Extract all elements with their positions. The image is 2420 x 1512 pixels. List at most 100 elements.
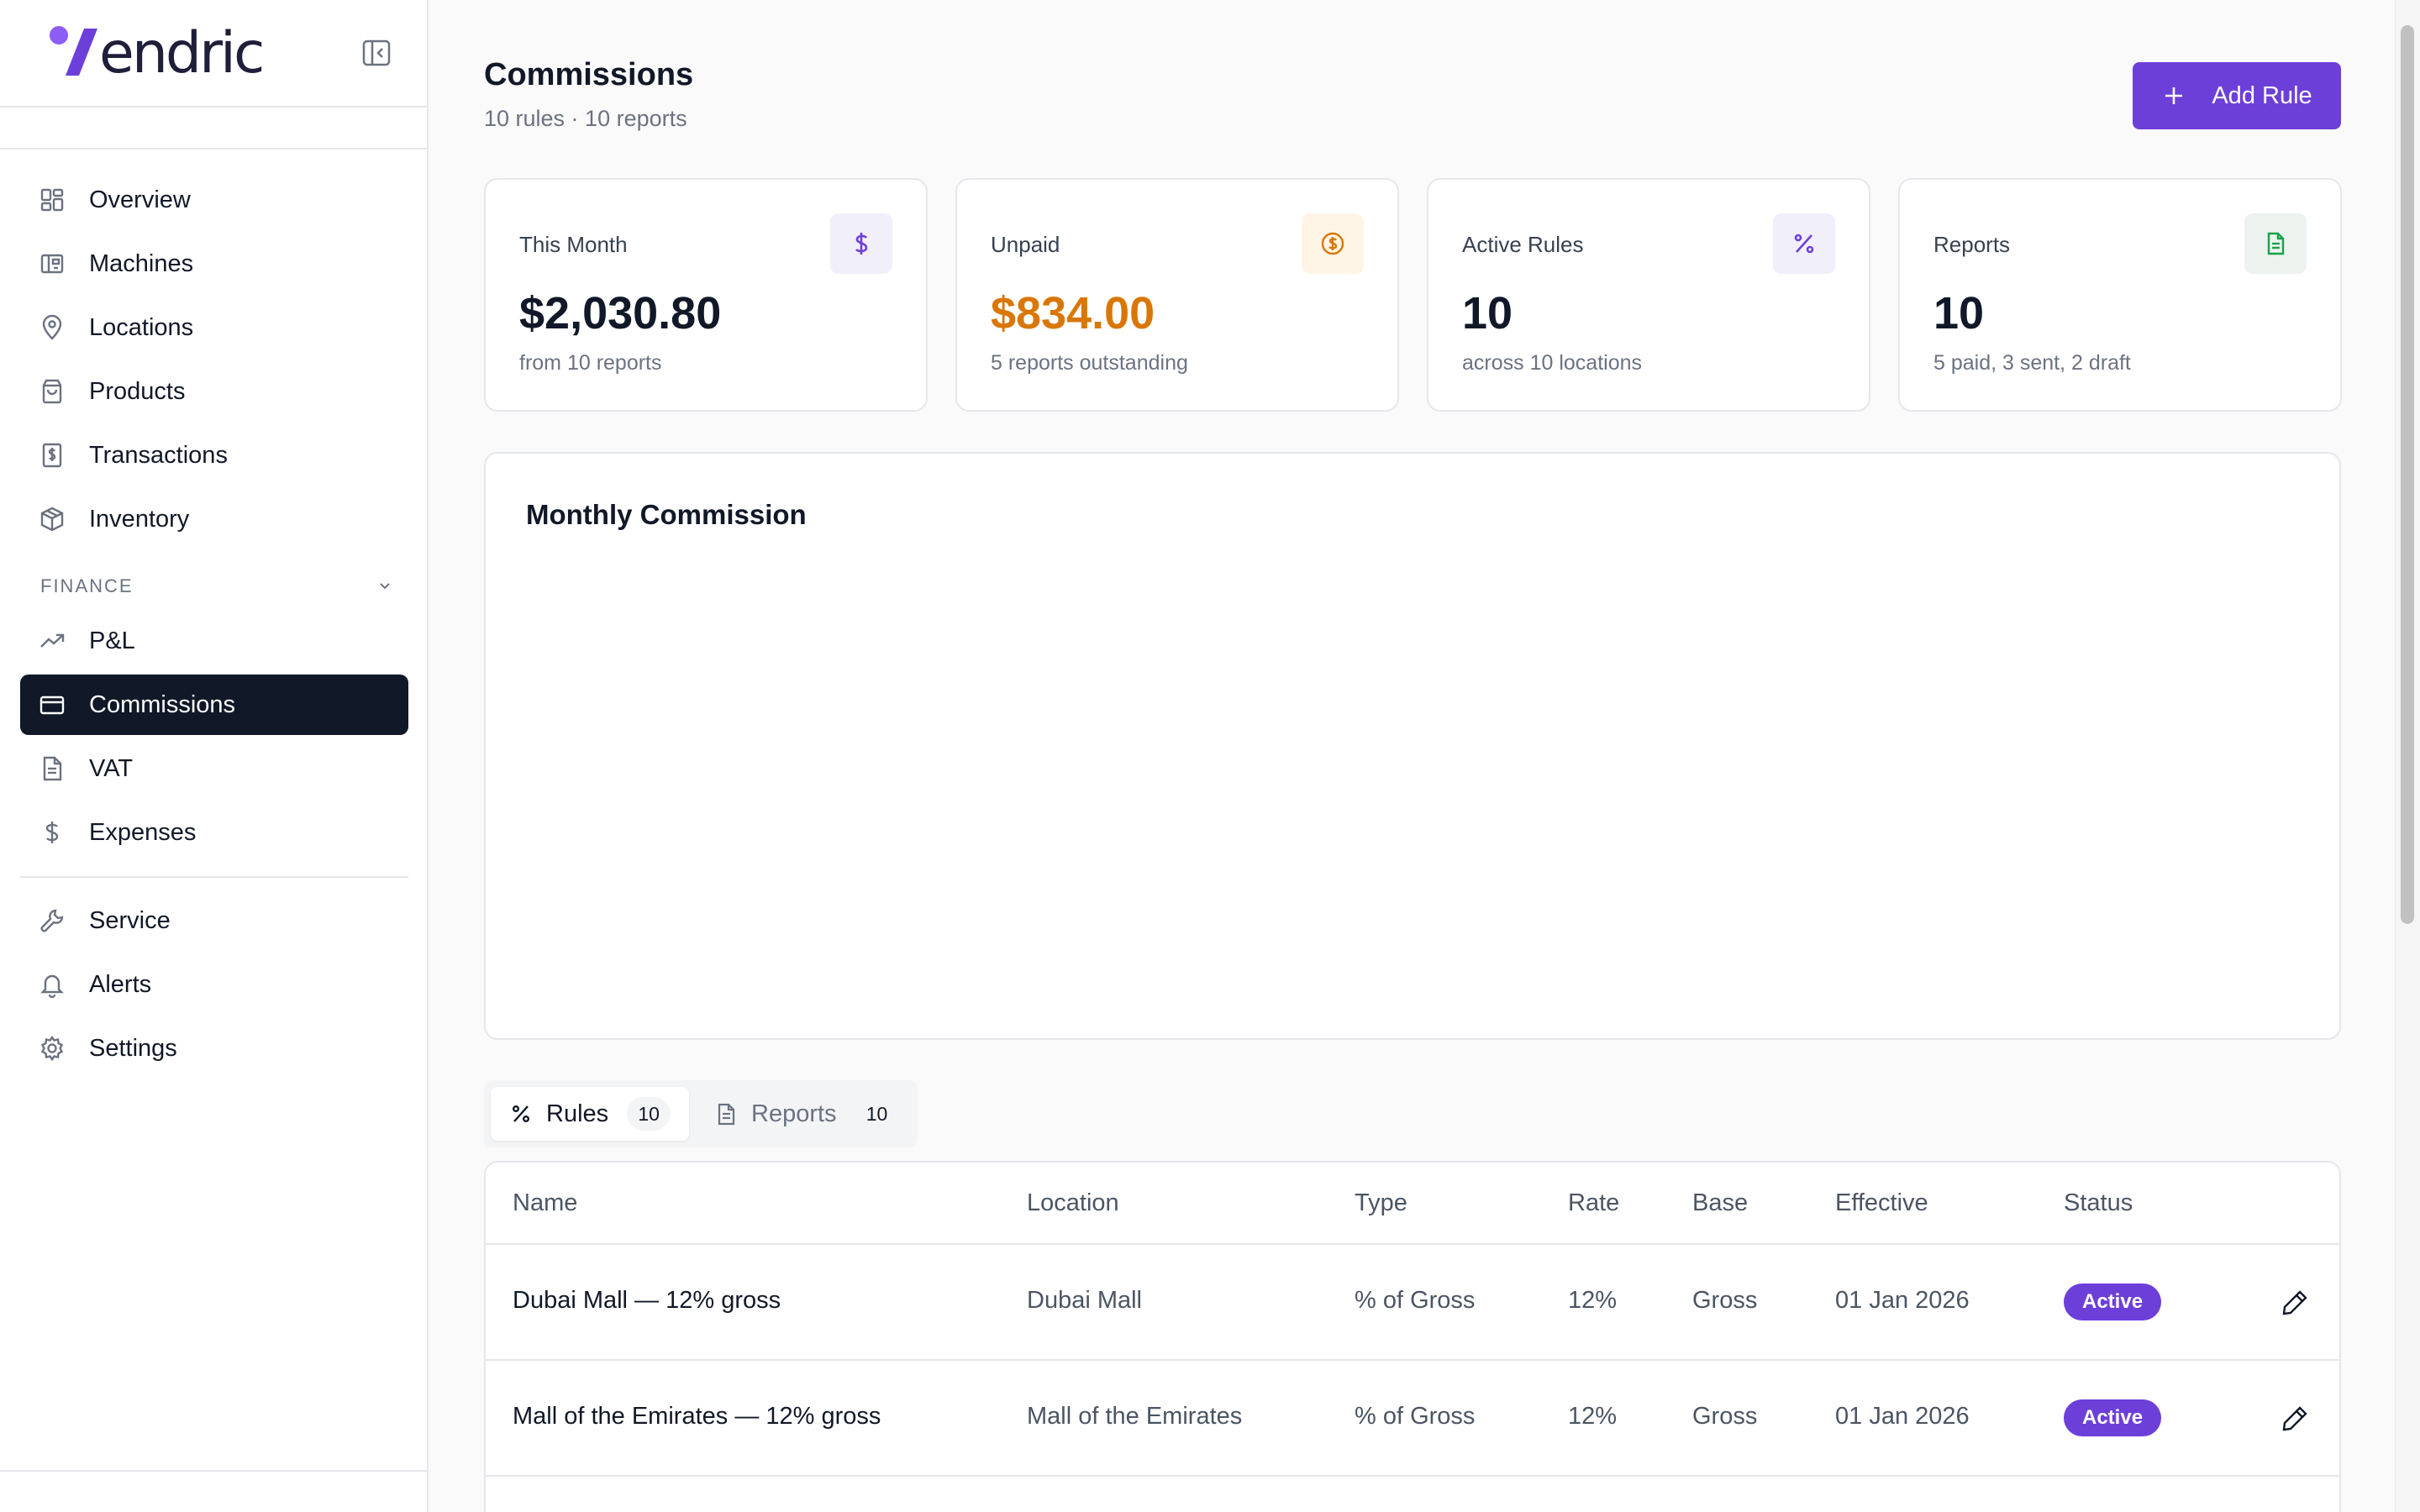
table-row[interactable]: Mall of the Emirates — 12% gross Mall of… [486, 1361, 2339, 1477]
sidebar-item-service[interactable]: Service [20, 890, 408, 951]
stat-note: from 10 reports [519, 351, 662, 375]
tab-reports[interactable]: Reports 10 [696, 1087, 911, 1141]
cell-base: Gross [1692, 1287, 1758, 1314]
stat-label: Reports [1933, 232, 2011, 257]
chart-title: Monthly Commission [526, 499, 807, 530]
column-header-effective[interactable]: Effective [1835, 1189, 1928, 1216]
sidebar-item-alerts[interactable]: Alerts [20, 954, 408, 1015]
collapse-sidebar-icon[interactable] [361, 39, 393, 67]
table-header: Name Location Type Rate Base Effective S… [486, 1163, 2339, 1245]
column-header-name[interactable]: Name [513, 1189, 578, 1216]
sidebar-item-machines[interactable]: Machines [20, 234, 408, 294]
edit-pencil-icon[interactable] [2281, 1404, 2309, 1433]
sidebar-item-settings[interactable]: Settings [20, 1018, 408, 1079]
page-title: Commissions [484, 57, 694, 92]
sidebar-item-label: P&L [89, 627, 135, 654]
brand-name: endric [99, 20, 265, 87]
status-badge: Active [2064, 1284, 2162, 1320]
tab-rules[interactable]: Rules 10 [491, 1087, 689, 1141]
sidebar-item-label: Transactions [89, 441, 228, 469]
add-rule-button[interactable]: Add Rule [2133, 62, 2341, 129]
map-pin-icon [39, 314, 66, 341]
sidebar-item-transactions[interactable]: Transactions [20, 425, 408, 486]
sidebar-item-label: Expenses [89, 818, 197, 846]
divider [20, 876, 408, 878]
page-scrollbar-thumb[interactable] [2401, 25, 2414, 924]
tab-count-badge: 10 [627, 1097, 671, 1131]
sidebar-item-label: Commissions [89, 690, 236, 718]
brand-logo[interactable]: endric [47, 20, 265, 87]
stat-card-unpaid: Unpaid $834.00 5 reports outstanding [955, 178, 1399, 412]
sidebar-item-label: Locations [89, 313, 194, 341]
sidebar-item-overview[interactable]: Overview [20, 170, 408, 230]
percent-icon [1773, 213, 1835, 274]
cell-effective: 01 Jan 2026 [1835, 1403, 1970, 1430]
stat-label: This Month [519, 232, 628, 257]
sidebar-item-vat[interactable]: VAT [20, 738, 408, 799]
sidebar-item-label: Products [89, 377, 186, 405]
cell-type: % of Gross [1355, 1287, 1476, 1314]
finance-section-toggle[interactable]: FINANCE [40, 573, 393, 600]
column-header-type[interactable]: Type [1355, 1189, 1407, 1216]
status-badge: Active [2064, 1399, 2162, 1436]
coin-icon [1302, 213, 1364, 274]
table-row[interactable]: Dubai Mall — 12% gross Dubai Mall % of G… [486, 1245, 2339, 1361]
sidebar-item-expenses[interactable]: Expenses [20, 802, 408, 863]
sidebar-item-label: Service [89, 906, 171, 934]
column-header-status[interactable]: Status [2064, 1189, 2133, 1216]
cell-location: Dubai Mall [1027, 1287, 1142, 1314]
stat-note: 5 reports outstanding [991, 351, 1188, 375]
machines-icon [39, 250, 66, 277]
tab-label: Reports [751, 1100, 837, 1127]
stat-label: Unpaid [991, 232, 1060, 257]
overview-icon [39, 186, 66, 213]
monthly-commission-panel: Monthly Commission [484, 452, 2341, 1040]
divider [0, 148, 427, 150]
shopping-bag-icon [39, 378, 66, 405]
bell-icon [39, 971, 66, 998]
sidebar-item-pnl[interactable]: P&L [20, 611, 408, 671]
sidebar-item-products[interactable]: Products [20, 361, 408, 422]
stat-value: $2,030.80 [519, 288, 722, 339]
sidebar-item-label: Overview [89, 186, 191, 213]
document-icon [714, 1102, 738, 1126]
percent-icon [509, 1102, 533, 1126]
stat-value: 10 [1462, 288, 1513, 339]
sidebar-item-label: VAT [89, 754, 134, 782]
receipt-icon [39, 442, 66, 469]
stat-note: 5 paid, 3 sent, 2 draft [1933, 351, 2131, 375]
sidebar: endric Overview Machines Locations Produ… [0, 0, 429, 1512]
trending-up-icon [39, 627, 66, 654]
cell-rate: 12% [1568, 1403, 1618, 1430]
file-icon [2244, 213, 2307, 274]
column-header-location[interactable]: Location [1027, 1189, 1119, 1216]
wrench-icon [39, 907, 66, 934]
stat-label: Active Rules [1462, 232, 1584, 257]
rules-table: Name Location Type Rate Base Effective S… [484, 1161, 2341, 1512]
chevron-down-icon [376, 578, 393, 595]
sidebar-item-locations[interactable]: Locations [20, 297, 408, 358]
dollar-icon [830, 213, 892, 274]
edit-pencil-icon[interactable] [2281, 1289, 2309, 1317]
stat-value-unpaid: $834.00 [991, 288, 1155, 339]
tab-bar: Rules 10 Reports 10 [484, 1080, 918, 1147]
column-header-base[interactable]: Base [1692, 1189, 1749, 1216]
sidebar-item-commissions[interactable]: Commissions [20, 675, 408, 735]
main-content: Commissions 10 rules · 10 reports Add Ru… [429, 0, 2395, 1512]
stat-card-reports: Reports 10 5 paid, 3 sent, 2 draft [1898, 178, 2342, 412]
divider [0, 1470, 427, 1472]
stat-card-active-rules: Active Rules 10 across 10 locations [1427, 178, 1870, 412]
cell-name: Mall of the Emirates — 12% gross [513, 1403, 881, 1430]
sidebar-item-inventory[interactable]: Inventory [20, 489, 408, 549]
logo-mark-icon [47, 24, 106, 82]
stat-value: 10 [1933, 288, 1985, 339]
cell-name: Dubai Mall — 12% gross [513, 1287, 781, 1314]
dollar-icon [39, 819, 66, 846]
sidebar-item-label: Alerts [89, 970, 152, 998]
sidebar-item-label: Machines [89, 249, 194, 277]
stat-note: across 10 locations [1462, 351, 1643, 375]
page-subtitle: 10 rules · 10 reports [484, 106, 687, 131]
stat-card-this-month: This Month $2,030.80 from 10 reports [484, 178, 928, 412]
tab-label: Rules [546, 1100, 609, 1127]
column-header-rate[interactable]: Rate [1568, 1189, 1620, 1216]
